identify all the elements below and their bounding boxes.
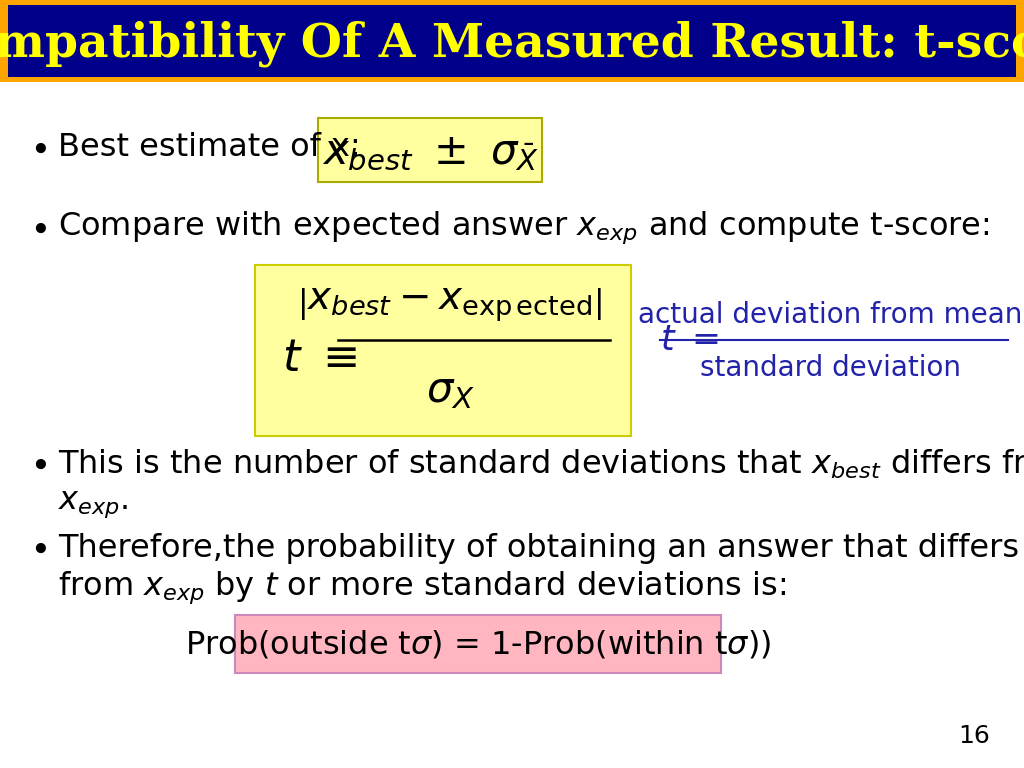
Bar <box>8 5 1016 77</box>
Text: from $x_{exp}$ by $t$ or more standard deviations is:: from $x_{exp}$ by $t$ or more standard d… <box>58 570 786 606</box>
Text: $\sigma_X$: $\sigma_X$ <box>426 369 474 411</box>
Text: Compare with expected answer $x_{exp}$ and compute t-score:: Compare with expected answer $x_{exp}$ a… <box>58 210 989 247</box>
Text: 16: 16 <box>958 724 990 748</box>
Text: This is the number of standard deviations that $x_{best}$ differs from: This is the number of standard deviation… <box>58 447 1024 481</box>
Text: $\bullet$: $\bullet$ <box>29 447 47 481</box>
Text: $t\ \equiv$: $t\ \equiv$ <box>282 336 357 379</box>
Text: $\left|x_{best} - x_{\mathrm{exp\,ected}}\right|$: $\left|x_{best} - x_{\mathrm{exp\,ected}… <box>298 286 602 324</box>
Text: Therefore,the probability of obtaining an answer that differs: Therefore,the probability of obtaining a… <box>58 532 1019 564</box>
FancyBboxPatch shape <box>318 118 542 182</box>
Text: $x_{best}\ \pm\ \sigma_{\bar{X}}$: $x_{best}\ \pm\ \sigma_{\bar{X}}$ <box>322 131 539 173</box>
Text: $\bullet$: $\bullet$ <box>29 531 47 565</box>
FancyBboxPatch shape <box>234 615 721 673</box>
Text: Prob(outside t$\sigma$) = 1-Prob(within t$\sigma$)): Prob(outside t$\sigma$) = 1-Prob(within … <box>184 629 771 661</box>
Text: $t\ =$: $t\ =$ <box>660 323 719 357</box>
Text: Compatibility Of A Measured Result: t-score: Compatibility Of A Measured Result: t-sc… <box>0 21 1024 68</box>
Text: $x_{exp}$.: $x_{exp}$. <box>58 488 129 519</box>
Text: actual deviation from mean: actual deviation from mean <box>638 301 1022 329</box>
FancyBboxPatch shape <box>255 265 631 436</box>
Bar <box>0 0 1024 82</box>
Text: Best estimate of x:: Best estimate of x: <box>58 133 360 164</box>
Text: $\bullet$: $\bullet$ <box>29 131 47 165</box>
Text: standard deviation: standard deviation <box>699 354 961 382</box>
Text: $\bullet$: $\bullet$ <box>29 211 47 245</box>
